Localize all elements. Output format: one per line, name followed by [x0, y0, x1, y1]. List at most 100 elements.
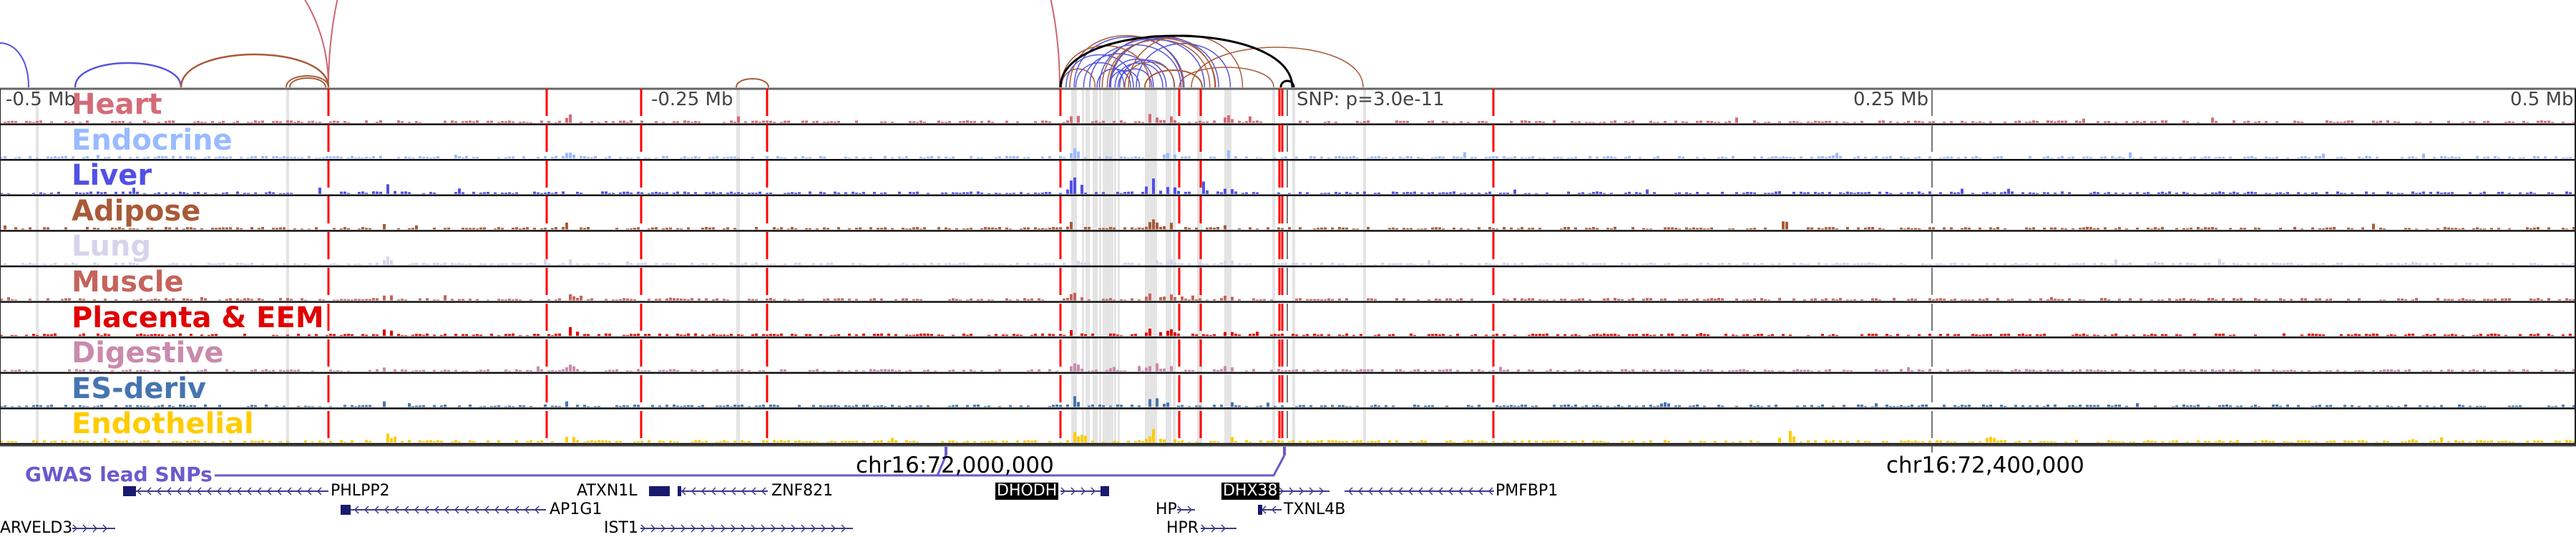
signal-bar: [1202, 263, 1205, 265]
signal-bar: [1206, 334, 1209, 337]
signal-bar: [107, 334, 110, 337]
signal-bar: [2046, 192, 2049, 194]
signal-bar: [1628, 263, 1631, 265]
gene-label[interactable]: ATXN1L: [577, 482, 638, 500]
strand-arrow-icon: [811, 524, 816, 533]
signal-bar: [2404, 299, 2407, 301]
signal-bar: [973, 441, 976, 442]
signal-bar: [1889, 121, 1892, 123]
gene-label-highlighted[interactable]: DHX38: [1221, 482, 1279, 500]
signal-bar: [1696, 404, 1699, 407]
signal-bar: [2254, 369, 2257, 372]
signal-bar: [2161, 191, 2164, 194]
signal-bar: [1349, 370, 1352, 372]
gene-label-highlighted[interactable]: DHODH: [995, 482, 1059, 500]
signal-bar: [1113, 299, 1116, 301]
signal-bar: [2093, 370, 2096, 372]
signal-bar: [2104, 263, 2107, 265]
signal-bar: [819, 155, 822, 159]
signal-bar: [2161, 120, 2164, 123]
signal-bar: [2333, 226, 2336, 230]
signal-bar: [1603, 156, 1606, 159]
signal-bar: [1996, 156, 1999, 159]
signal-bar: [479, 227, 482, 230]
signal-bar: [712, 156, 715, 159]
signal-bar: [705, 226, 708, 230]
signal-bar: [1499, 193, 1502, 194]
signal-bar: [844, 440, 847, 442]
gene-label[interactable]: ARVELD3: [0, 519, 73, 537]
signal-bar: [1961, 369, 1963, 372]
signal-bar: [1979, 227, 1981, 230]
signal-bar: [701, 263, 704, 265]
signal-bar: [1030, 440, 1033, 442]
signal-bar: [1943, 157, 1946, 159]
signal-bar: [1141, 441, 1144, 442]
signal-bar: [1671, 227, 1674, 230]
signal-bar: [1385, 405, 1387, 407]
signal-bar: [1957, 370, 1960, 372]
signal-bar: [2046, 369, 2049, 372]
signal-bar: [1989, 227, 1992, 230]
signal-bar: [444, 120, 447, 123]
signal-bar: [154, 406, 157, 407]
signal-bar: [154, 193, 157, 194]
signal-bar: [1449, 334, 1452, 337]
signal-bar: [630, 228, 633, 230]
signal-bar: [998, 193, 1001, 194]
gene-label[interactable]: AP1G1: [550, 500, 602, 518]
signal-bar: [669, 297, 672, 301]
gene-label[interactable]: ZNF821: [771, 482, 834, 500]
strand-arrow-icon: [1201, 524, 1206, 533]
signal-bar: [1964, 156, 1967, 159]
signal-bar: [826, 121, 829, 123]
signal-bar: [175, 263, 178, 265]
signal-bar: [1792, 369, 1795, 372]
signal-bar: [597, 334, 600, 337]
signal-bar: [1034, 227, 1037, 230]
signal-bar: [608, 155, 611, 159]
strand-arrow-icon: [1367, 487, 1373, 495]
signal-bar: [290, 299, 293, 301]
signal-bar: [2236, 370, 2239, 372]
signal-bar: [2390, 263, 2393, 265]
signal-bar: [1453, 191, 1455, 194]
signal-bar: [1860, 299, 1863, 301]
signal-bar: [726, 227, 729, 230]
signal-bar: [79, 334, 82, 337]
signal-bar: [1860, 263, 1863, 265]
signal-bar: [816, 228, 819, 230]
signal-bar: [2018, 263, 2021, 265]
signal-bar: [1009, 405, 1012, 407]
signal-bar: [612, 121, 615, 123]
signal-bar: [1470, 193, 1473, 194]
signal-bar: [2290, 369, 2293, 372]
signal-bar: [1628, 405, 1631, 407]
gene-label[interactable]: IST1: [604, 519, 638, 537]
signal-bar: [1503, 227, 1506, 230]
signal-bar: [905, 228, 908, 230]
signal-bar: [1503, 369, 1506, 372]
strand-arrow-icon: [1060, 487, 1066, 495]
signal-bar: [2522, 157, 2525, 159]
signal-bar: [236, 191, 239, 194]
signal-bar: [733, 370, 736, 372]
signal-bar: [2275, 121, 2278, 123]
signal-bar: [2097, 228, 2099, 230]
signal-bar: [82, 299, 85, 301]
signal-bar: [1156, 117, 1158, 123]
gene-label[interactable]: PMFBP1: [1496, 482, 1558, 500]
signal-bar: [959, 121, 962, 123]
signal-bar: [1256, 406, 1259, 407]
signal-bar: [1689, 193, 1692, 194]
signal-bar: [132, 299, 135, 301]
gene-label[interactable]: TXNL4B: [1284, 500, 1346, 518]
signal-bar: [1109, 226, 1112, 230]
signal-bar: [2025, 122, 2028, 123]
gene-label[interactable]: HP: [1156, 500, 1177, 518]
signal-bar: [2519, 405, 2522, 407]
gene-label[interactable]: PHLPP2: [331, 482, 390, 500]
signal-bar: [1563, 440, 1566, 442]
gene-label[interactable]: HPR: [1166, 519, 1199, 537]
signal-bar: [694, 120, 697, 123]
